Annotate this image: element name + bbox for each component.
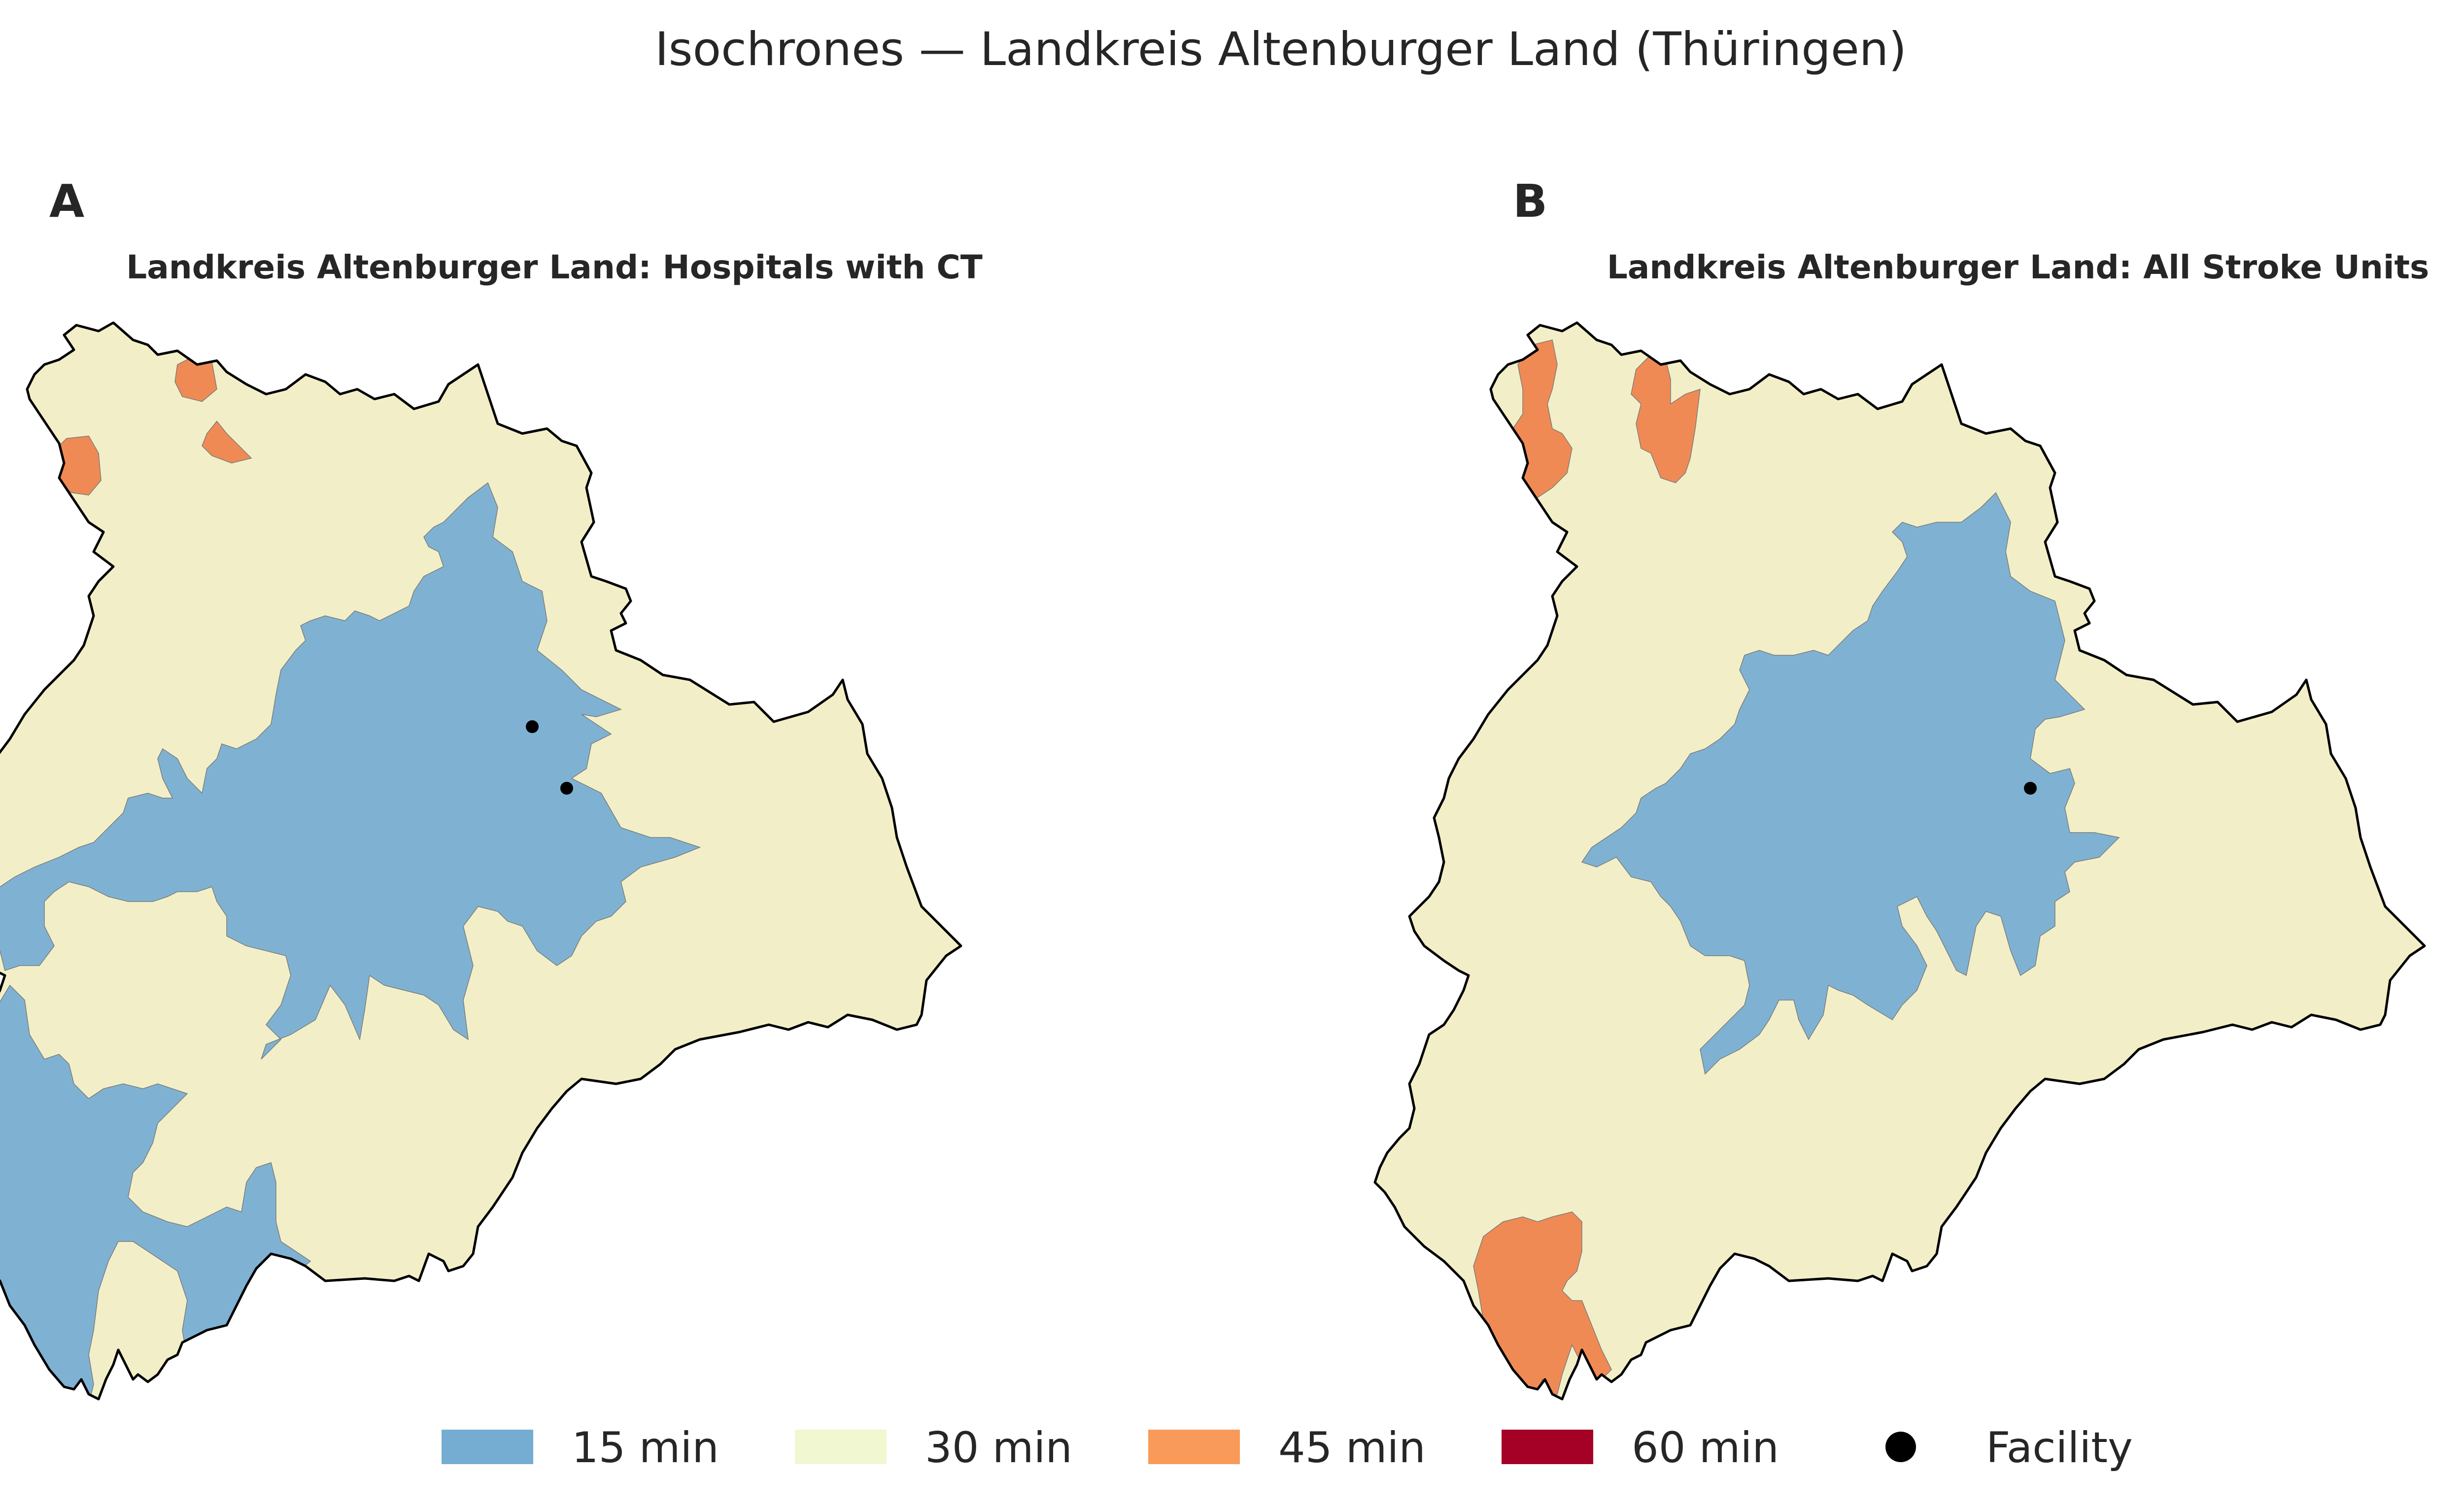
legend-swatch-45min — [1148, 1430, 1240, 1464]
panel-a: A Landkreis Altenburger Land: Hospitals … — [0, 175, 983, 1404]
legend-item-30: 30 min — [795, 1423, 1072, 1473]
panel-b: B Landkreis Altenburger Land: All Stroke… — [1375, 175, 2429, 1399]
zone-45min-a3 — [54, 435, 102, 496]
legend-label-60min: 60 min — [1632, 1423, 1779, 1473]
facility-marker — [2024, 782, 2037, 795]
zone-15min-central — [0, 482, 701, 1060]
panel-b-title: Landkreis Altenburger Land: All Stroke U… — [1607, 248, 2430, 286]
panel-a-map — [0, 323, 961, 1404]
legend: 15 min 30 min 45 min 60 min Facility — [442, 1423, 2133, 1473]
legend-facility-marker — [1885, 1432, 1916, 1462]
legend-item-15: 15 min — [442, 1423, 719, 1473]
panel-b-map — [1375, 323, 2425, 1399]
legend-item-facility: Facility — [1885, 1423, 2133, 1473]
facility-marker — [526, 720, 539, 733]
zone-45min-b2 — [1631, 354, 1701, 483]
legend-swatch-15min — [442, 1430, 533, 1464]
legend-item-60: 60 min — [1502, 1423, 1779, 1473]
legend-label-15min: 15 min — [572, 1423, 719, 1473]
zone-15min-central — [1581, 492, 2120, 1075]
legend-swatch-60min — [1502, 1430, 1593, 1464]
panel-a-title: Landkreis Altenburger Land: Hospitals wi… — [126, 248, 983, 286]
zone-45min-a5 — [4, 511, 25, 537]
panel-a-letter: A — [49, 175, 84, 228]
legend-swatch-30min — [795, 1430, 887, 1464]
zone-15min-southwest — [0, 984, 311, 1399]
figure-title: Isochrones — Landkreis Altenburger Land … — [655, 23, 1907, 76]
facility-marker — [560, 782, 573, 795]
panel-b-letter: B — [1513, 175, 1547, 228]
legend-label-facility: Facility — [1986, 1423, 2133, 1473]
legend-label-30min: 30 min — [925, 1423, 1072, 1473]
legend-label-45min: 45 min — [1278, 1423, 1426, 1473]
zone-45min-a4 — [14, 440, 28, 481]
legend-item-45: 45 min — [1148, 1423, 1426, 1473]
zone-45min-a2 — [202, 420, 252, 464]
